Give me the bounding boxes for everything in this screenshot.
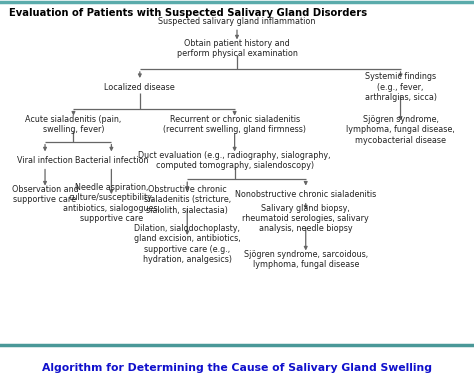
Text: Duct evaluation (e.g., radiography, sialography,
computed tomography, sialendosc: Duct evaluation (e.g., radiography, sial… <box>138 151 331 170</box>
Text: Obstructive chronic
sialadenitis (stricture,
sialolith, sialectasia): Obstructive chronic sialadenitis (strict… <box>144 185 231 215</box>
Text: Obtain patient history and
perform physical examination: Obtain patient history and perform physi… <box>176 39 298 58</box>
Text: Observation and
supportive care: Observation and supportive care <box>12 185 78 204</box>
Text: Recurrent or chronic sialadenitis
(recurrent swelling, gland firmness): Recurrent or chronic sialadenitis (recur… <box>163 115 306 134</box>
Text: Acute sialadenitis (pain,
swelling, fever): Acute sialadenitis (pain, swelling, feve… <box>25 115 122 134</box>
Text: Systemic findings
(e.g., fever,
arthralgias, sicca): Systemic findings (e.g., fever, arthralg… <box>365 72 437 102</box>
Text: Suspected salivary gland inflammation: Suspected salivary gland inflammation <box>158 17 316 26</box>
Text: Algorithm for Determining the Cause of Salivary Gland Swelling: Algorithm for Determining the Cause of S… <box>42 364 432 373</box>
Text: Localized disease: Localized disease <box>104 83 175 92</box>
Text: Dilation, sialodochoplasty,
gland excision, antibiotics,
supportive care (e.g.,
: Dilation, sialodochoplasty, gland excisi… <box>134 224 240 264</box>
Text: Bacterial infection: Bacterial infection <box>74 156 148 165</box>
Text: Sjögren syndrome, sarcoidous,
lymphoma, fungal disease: Sjögren syndrome, sarcoidous, lymphoma, … <box>244 250 368 269</box>
Text: Nonobstructive chronic sialadenitis: Nonobstructive chronic sialadenitis <box>235 190 376 199</box>
Text: Salivary gland biopsy,
rheumatoid serologies, salivary
analysis, needle biopsy: Salivary gland biopsy, rheumatoid serolo… <box>242 204 369 234</box>
Text: Viral infection: Viral infection <box>17 156 73 165</box>
Text: Needle aspiration,
culture/susceptibility,
antibiotics, sialogogues,
supportive : Needle aspiration, culture/susceptibilit… <box>63 183 160 223</box>
Text: Sjögren syndrome,
lymphoma, fungal disease,
mycobacterial disease: Sjögren syndrome, lymphoma, fungal disea… <box>346 115 455 145</box>
Text: Evaluation of Patients with Suspected Salivary Gland Disorders: Evaluation of Patients with Suspected Sa… <box>9 7 368 17</box>
